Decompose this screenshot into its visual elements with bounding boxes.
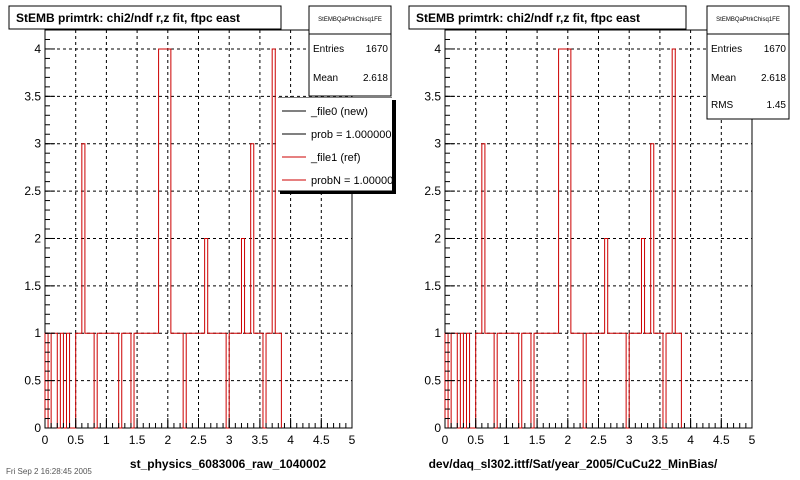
right-title: StEMB primtrk: chi2/ndf r,z fit, ftpc ea… [416,11,640,25]
left-title-box [8,5,282,30]
right-xlabel: dev/daq_sl302.ittf/Sat/year_2005/CuCu22_… [429,457,718,471]
left-axes: 0 0.5 1 1.5 2 2.5 3 3.5 4 4.5 5 0 0.5 1 1.5 2 2.5 3 3.5 4 [24,29,356,447]
legend-label-probn: probN = 1.000000 [311,175,399,187]
x-tick-label: 0.5 [67,433,84,447]
left-histogram [44,48,282,429]
left-stats-box: StEMBQaPtrkChisq1FE Entries 1670 Mean 2.… [308,5,392,97]
right-stats-box: StEMBQaPtrkChisq1FE Entries 1670 Mean 2.… [706,5,790,120]
x-tick-label: 4.5 [313,433,330,447]
y-tick-label: 3 [434,137,441,151]
x-tick-label: 2.5 [590,433,607,447]
x-tick-label: 4 [287,433,294,447]
x-tick-label: 3.5 [652,433,669,447]
y-tick-label: 4 [434,42,441,56]
right-stats-entries-label: Entries [711,44,742,55]
y-tick-label: 0.5 [24,374,41,388]
right-stats-entries-value: 1670 [764,44,787,55]
left-stats-entries-label: Entries [313,44,344,55]
right-stats-name: StEMBQaPtrkChisq1FE [716,17,780,23]
x-tick-label: 0 [442,433,449,447]
right-grid [445,30,752,428]
x-tick-label: 3 [226,433,233,447]
y-tick-label: 0 [434,421,441,435]
legend: _file0 (new) prob = 1.000000 _file1 (ref… [278,97,399,194]
left-stats-entries-value: 1670 [366,44,389,55]
x-tick-label: 2 [164,433,171,447]
right-stats-mean-value: 2.618 [761,73,786,84]
y-tick-label: 0 [34,421,41,435]
y-tick-label: 0.5 [424,374,441,388]
y-tick-label: 4 [34,42,41,56]
right-axes: 0 0.5 1 1.5 2 2.5 3 3.5 4 4.5 5 0 0.5 1 1.5 2 2.5 3 3.5 4 [424,29,756,447]
left-stats-mean-value: 2.618 [363,73,388,84]
y-tick-label: 2 [434,231,441,245]
right-stats-rms-label: RMS [711,100,734,111]
y-tick-label: 3 [34,137,41,151]
x-tick-label: 4.5 [713,433,730,447]
left-histogram-panel: 0 0.5 1 1.5 2 2.5 3 3.5 4 4.5 5 0 0.5 1 1.5 2 2.5 3 3.5 4 S… [8,5,356,471]
right-histogram [444,48,682,429]
right-histogram-panel: 0 0.5 1 1.5 2 2.5 3 3.5 4 4.5 5 0 0.5 1 1.5 2 2.5 3 3.5 4 S… [408,5,756,471]
y-tick-label: 2.5 [24,184,41,198]
x-tick-label: 1 [103,433,110,447]
legend-label-ref: _file1 (ref) [310,152,361,164]
right-stats-rms-value: 1.45 [767,100,787,111]
right-title-box [408,5,687,30]
y-tick-label: 3.5 [424,89,441,103]
x-tick-label: 3.5 [252,433,269,447]
left-stats-mean-label: Mean [313,73,338,84]
y-tick-label: 1.5 [24,279,41,293]
right-stats-mean-label: Mean [711,73,736,84]
legend-label-new: _file0 (new) [310,106,368,118]
x-tick-label: 1.5 [129,433,146,447]
y-tick-label: 2 [34,231,41,245]
histogram-series-line [44,48,282,429]
left-title: StEMB primtrk: chi2/ndf r,z fit, ftpc ea… [16,11,240,25]
x-tick-label: 1.5 [529,433,546,447]
y-tick-label: 2.5 [424,184,441,198]
y-tick-label: 3.5 [24,89,41,103]
left-xlabel: st_physics_6083006_raw_1040002 [130,457,326,471]
x-tick-label: 3 [626,433,633,447]
histogram-series-line [444,48,682,429]
x-tick-label: 5 [749,433,756,447]
x-tick-label: 0.5 [467,433,484,447]
legend-label-prob: prob = 1.000000 [311,129,391,141]
footer-stamp: Fri Sep 2 16:28:45 2005 [6,467,92,476]
y-tick-label: 1 [434,326,441,340]
x-tick-label: 2.5 [190,433,207,447]
x-tick-label: 4 [687,433,694,447]
x-tick-label: 1 [503,433,510,447]
y-tick-label: 1 [34,326,41,340]
left-stats-name: StEMBQaPtrkChisq1FE [318,17,382,23]
y-tick-label: 1.5 [424,279,441,293]
x-tick-label: 2 [564,433,571,447]
x-tick-label: 0 [42,433,49,447]
x-tick-label: 5 [349,433,356,447]
